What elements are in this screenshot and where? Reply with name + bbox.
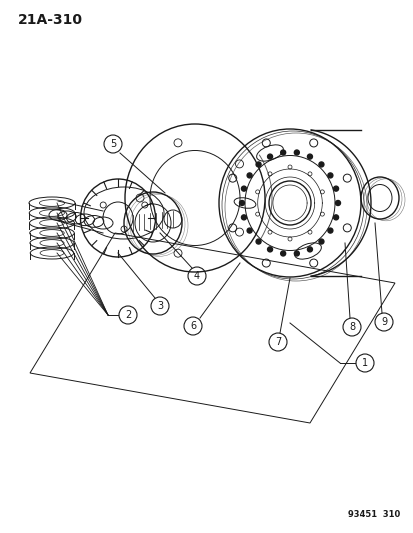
Text: 21A-310: 21A-310 <box>18 13 83 27</box>
Circle shape <box>327 173 332 178</box>
Circle shape <box>267 154 272 159</box>
Circle shape <box>241 215 246 220</box>
Circle shape <box>294 150 299 155</box>
Text: 4: 4 <box>193 271 199 281</box>
Text: 8: 8 <box>348 322 354 332</box>
Text: 5: 5 <box>109 139 116 149</box>
Circle shape <box>333 186 338 191</box>
Circle shape <box>318 162 323 167</box>
Circle shape <box>256 239 261 244</box>
Circle shape <box>307 247 312 252</box>
Circle shape <box>280 251 285 256</box>
Circle shape <box>241 186 246 191</box>
Circle shape <box>333 215 338 220</box>
Text: 3: 3 <box>157 301 163 311</box>
Text: 9: 9 <box>380 317 386 327</box>
Text: 6: 6 <box>190 321 196 331</box>
Circle shape <box>247 228 252 233</box>
Circle shape <box>318 239 323 244</box>
Circle shape <box>280 150 285 155</box>
Text: 2: 2 <box>125 310 131 320</box>
Text: 7: 7 <box>274 337 280 347</box>
Circle shape <box>327 228 332 233</box>
Circle shape <box>294 251 299 256</box>
Circle shape <box>247 173 252 178</box>
Circle shape <box>335 200 339 206</box>
Text: 1: 1 <box>361 358 367 368</box>
Circle shape <box>239 200 244 206</box>
Circle shape <box>307 154 312 159</box>
Circle shape <box>256 162 261 167</box>
Text: 93451  310: 93451 310 <box>347 510 399 519</box>
Circle shape <box>267 247 272 252</box>
